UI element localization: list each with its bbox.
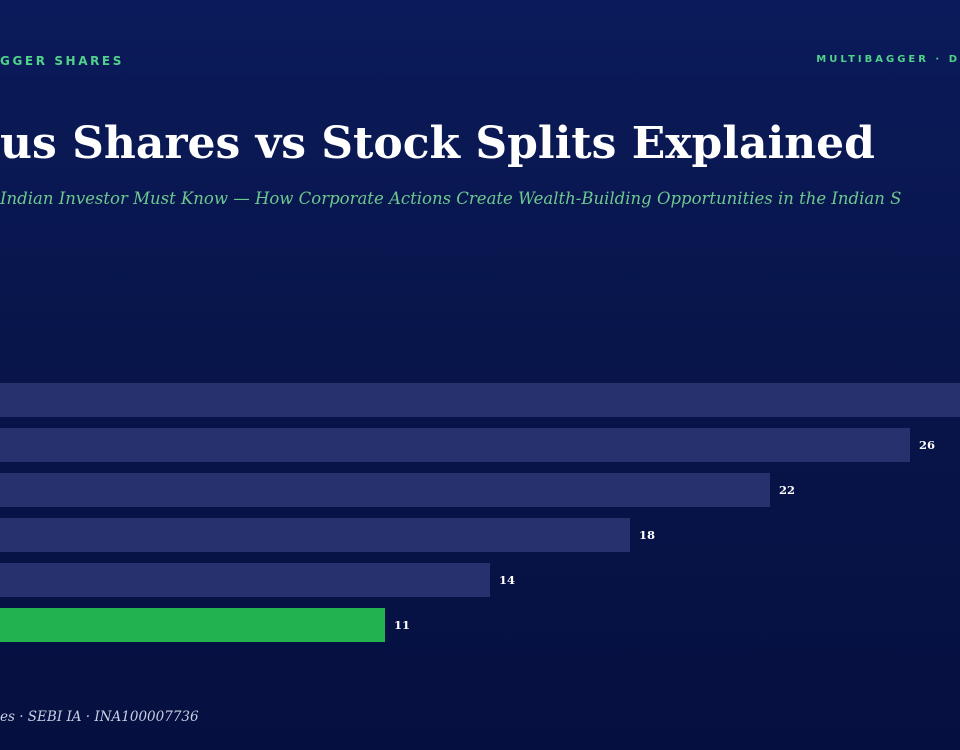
- bar-2: [0, 473, 770, 507]
- bar-value-label-2: 22: [779, 483, 795, 497]
- page-title: us Shares vs Stock Splits Explained: [0, 118, 875, 169]
- brand-right-label: MULTIBAGGER · D: [816, 54, 960, 65]
- bar-5: [0, 608, 385, 642]
- bar-value-label-5: 11: [394, 618, 410, 632]
- bar-chart: 26 22 18 14 11: [0, 383, 960, 642]
- bar-value-label-1: 26: [919, 438, 935, 452]
- bar-0: [0, 383, 960, 417]
- bar-value-label-3: 18: [639, 528, 655, 542]
- brand-left-label: GGER SHARES: [0, 54, 124, 68]
- bar-1: [0, 428, 910, 462]
- bar-3: [0, 518, 630, 552]
- bar-4: [0, 563, 490, 597]
- bar-value-label-4: 14: [499, 573, 515, 587]
- page-subtitle: Indian Investor Must Know — How Corporat…: [0, 189, 902, 208]
- footer-disclaimer: es · SEBI IA · INA100007736: [0, 709, 199, 725]
